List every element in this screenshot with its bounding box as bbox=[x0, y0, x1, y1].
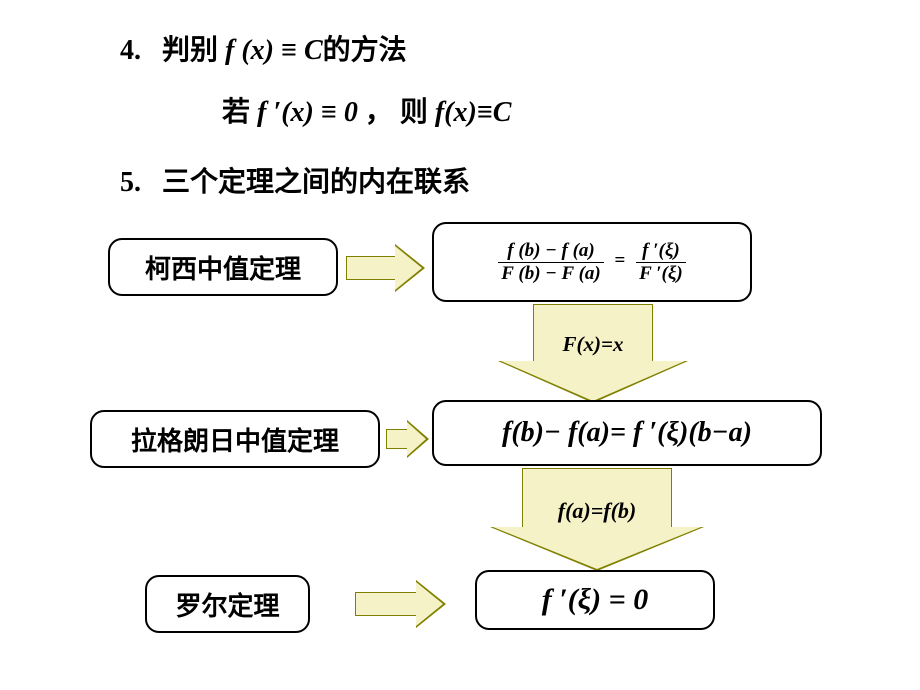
rolle-label: 罗尔定理 bbox=[175, 586, 279, 623]
cauchy-formula: f (b) − f (a) F (b) − F (a) = f ′(ξ) F ′… bbox=[498, 240, 685, 285]
arrow-down-1: F(x)=x bbox=[498, 304, 688, 404]
cauchy-formula-top-r: f ′(ξ) bbox=[636, 240, 686, 263]
arrow-down-2: f(a)=f(b) bbox=[490, 468, 704, 572]
cauchy-formula-bot-r: F ′(ξ) bbox=[636, 263, 686, 285]
lagrange-box: 拉格朗日中值定理 bbox=[90, 410, 380, 468]
heading-4-num: 4. bbox=[120, 35, 141, 66]
cauchy-label: 柯西中值定理 bbox=[145, 249, 301, 286]
cauchy-box: 柯西中值定理 bbox=[108, 238, 338, 296]
arrow-down-1-label: F(x)=x bbox=[498, 332, 688, 357]
heading-5-text: 三个定理之间的内在联系 bbox=[162, 167, 470, 198]
heading-5-num: 5. bbox=[120, 167, 141, 198]
heading-4: 4. 判别 f (x) ≡ C的方法 bbox=[120, 28, 407, 68]
heading-5: 5. 三个定理之间的内在联系 bbox=[120, 160, 470, 200]
rolle-box: 罗尔定理 bbox=[145, 575, 310, 633]
arrow-down-2-label: f(a)=f(b) bbox=[490, 498, 704, 524]
lagrange-label: 拉格朗日中值定理 bbox=[131, 421, 339, 458]
heading-4-sub-math2: f(x)≡C bbox=[435, 97, 512, 128]
rolle-formula-box: f ′(ξ) = 0 bbox=[475, 570, 715, 630]
heading-4-text-b: 的方法 bbox=[323, 35, 407, 66]
heading-4-math: f (x) ≡ C bbox=[225, 35, 323, 66]
heading-4-text-a: 判别 bbox=[162, 35, 225, 66]
lagrange-formula-box: f(b)− f(a)= f ′(ξ)(b−a) bbox=[432, 400, 822, 466]
cauchy-formula-eq: = bbox=[609, 250, 632, 271]
heading-4-sub-math1: f ′(x) ≡ 0 bbox=[257, 97, 358, 128]
cauchy-formula-bot-l: F (b) − F (a) bbox=[498, 263, 603, 285]
arrow-lagrange-right bbox=[386, 420, 432, 460]
arrow-cauchy-right bbox=[346, 244, 432, 296]
cauchy-formula-top-l: f (b) − f (a) bbox=[498, 240, 603, 263]
cauchy-formula-box: f (b) − f (a) F (b) − F (a) = f ′(ξ) F ′… bbox=[432, 222, 752, 302]
heading-4-sub-mid: ， 则 bbox=[358, 97, 435, 128]
heading-4-sub: 若 f ′(x) ≡ 0 ， 则 f(x)≡C bbox=[222, 90, 511, 130]
arrow-rolle-right bbox=[355, 580, 455, 632]
rolle-formula: f ′(ξ) = 0 bbox=[542, 583, 648, 617]
lagrange-formula: f(b)− f(a)= f ′(ξ)(b−a) bbox=[502, 417, 752, 449]
heading-4-sub-a: 若 bbox=[222, 97, 257, 128]
